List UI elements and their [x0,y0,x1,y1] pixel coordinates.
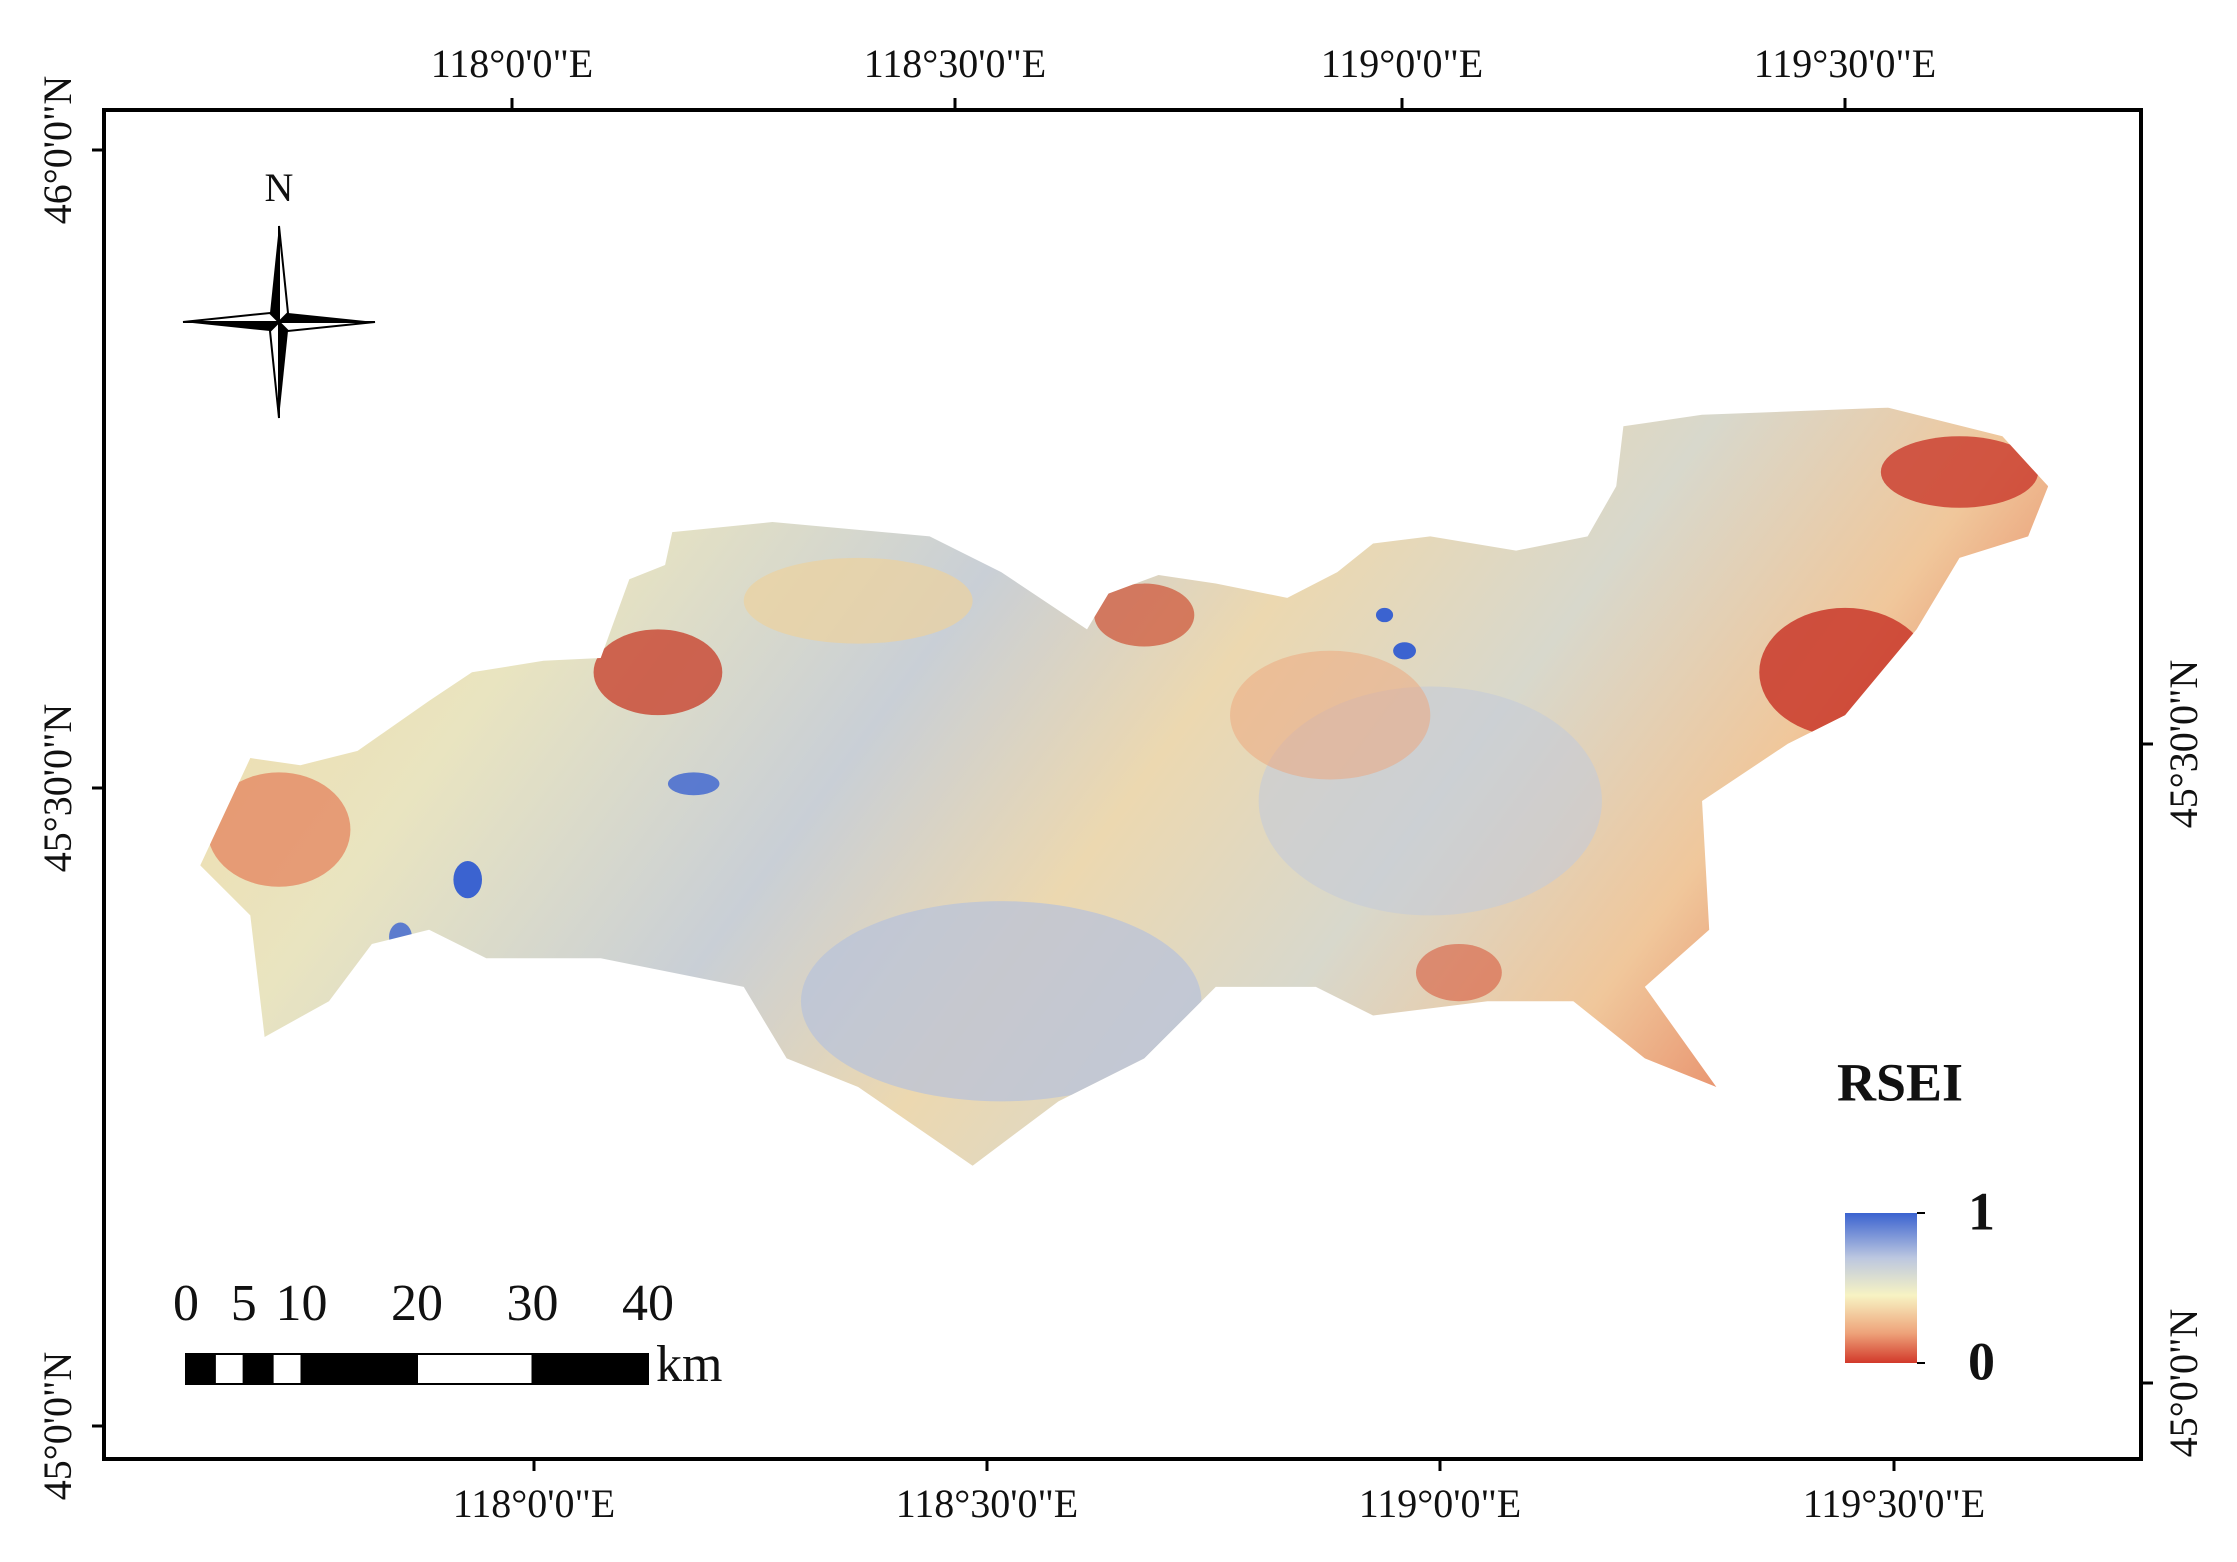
legend-title: RSEI [1837,1052,1963,1112]
scale-bar-label: 40 [622,1275,674,1332]
left-coordinate-label: 46°0'0"N [35,76,80,224]
left-coordinate-label: 45°0'0"N [35,1352,80,1500]
scale-bar-segment [213,1353,245,1385]
left-coordinate-label: 45°30'0"N [35,704,80,872]
legend-color-bar [1845,1213,1917,1363]
top-coordinate-label: 118°0'0"E [431,41,593,86]
legend-max-label: 1 [1968,1181,1995,1241]
north-arrow [182,225,376,419]
scale-bar-label: 5 [231,1275,257,1332]
bottom-coordinate-label: 119°0'0"E [1359,1481,1521,1526]
scale-bar-segment [300,1353,418,1385]
bottom-coordinate-label: 119°30'0"E [1803,1481,1985,1526]
scale-bar-label: 10 [276,1275,328,1332]
north-label: N [265,165,294,210]
top-coordinate-label: 119°30'0"E [1754,41,1936,86]
scale-bar-segment [416,1353,534,1385]
scale-bar-label: 20 [391,1275,443,1332]
right-coordinate-label: 45°0'0"N [2161,1309,2206,1457]
top-coordinate-label: 118°30'0"E [864,41,1046,86]
scale-bar-segment [185,1353,216,1385]
right-coordinate-label: 45°30'0"N [2161,660,2206,828]
scale-bar-segment [271,1353,303,1385]
top-coordinate-label: 119°0'0"E [1321,41,1483,86]
scale-bar-label: 30 [507,1275,559,1332]
scale-bar-segment [242,1353,274,1385]
scale-bar-segment [531,1353,649,1385]
legend-min-label: 0 [1968,1331,1995,1391]
scale-bar-label: 0 [173,1275,199,1332]
scale-bar-unit: km [656,1336,722,1393]
bottom-coordinate-label: 118°30'0"E [896,1481,1078,1526]
bottom-coordinate-label: 118°0'0"E [453,1481,615,1526]
